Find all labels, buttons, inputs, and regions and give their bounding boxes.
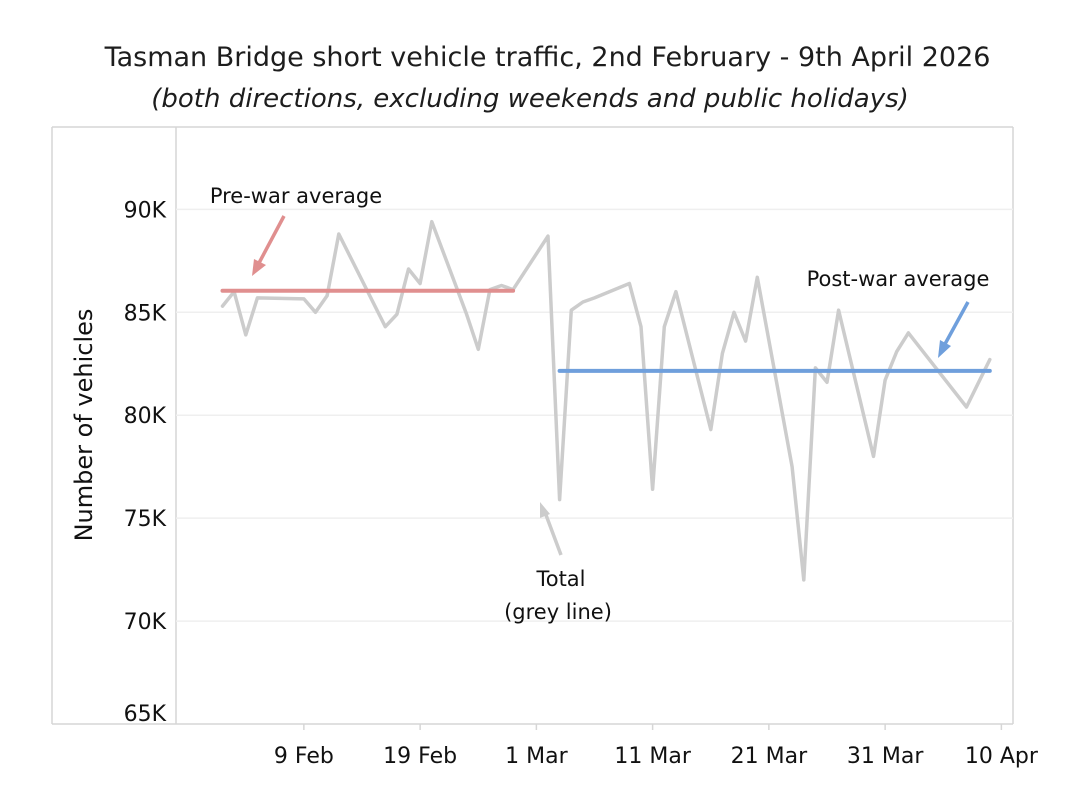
post-war-arrow bbox=[938, 301, 970, 358]
total-annotation-line2: (grey line) bbox=[504, 600, 612, 624]
y-tick-label: 70K bbox=[124, 610, 167, 635]
y-tick-label: 80K bbox=[124, 404, 167, 429]
gridlines bbox=[176, 208, 1013, 622]
x-tick-label: 31 Mar bbox=[847, 744, 924, 769]
x-tick-label: 21 Mar bbox=[731, 744, 808, 769]
y-tick-labels: 65K 70K 75K 80K 85K 90K bbox=[124, 198, 167, 727]
x-tick-label: 11 Mar bbox=[614, 744, 691, 769]
chart-title: Tasman Bridge short vehicle traffic, 2nd… bbox=[104, 42, 991, 73]
y-tick-label: 90K bbox=[124, 198, 167, 223]
y-tick-label: 85K bbox=[124, 301, 167, 326]
pre-war-arrow bbox=[252, 215, 286, 276]
y-tick-label: 65K bbox=[124, 702, 167, 727]
series-lines bbox=[220, 219, 992, 582]
x-tick-labels: 9 Feb 19 Feb 1 Mar 11 Mar 21 Mar 31 Mar 10 Apr bbox=[274, 724, 1039, 769]
x-tick-label: 10 Apr bbox=[965, 744, 1039, 769]
total-arrow bbox=[540, 502, 563, 556]
x-tick-label: 19 Feb bbox=[383, 744, 457, 769]
total-annotation-line1: Total bbox=[535, 567, 585, 591]
post-war-annotation: Post-war average bbox=[807, 267, 990, 291]
x-tick-label: 9 Feb bbox=[274, 744, 334, 769]
pre-war-annotation: Pre-war average bbox=[210, 184, 382, 208]
total-line bbox=[220, 219, 992, 582]
y-axis-label: Number of vehicles bbox=[70, 309, 98, 542]
chart-subtitle: (both directions, excluding weekends and… bbox=[151, 84, 909, 114]
y-tick-label: 75K bbox=[124, 507, 167, 532]
x-tick-label: 1 Mar bbox=[505, 744, 568, 769]
